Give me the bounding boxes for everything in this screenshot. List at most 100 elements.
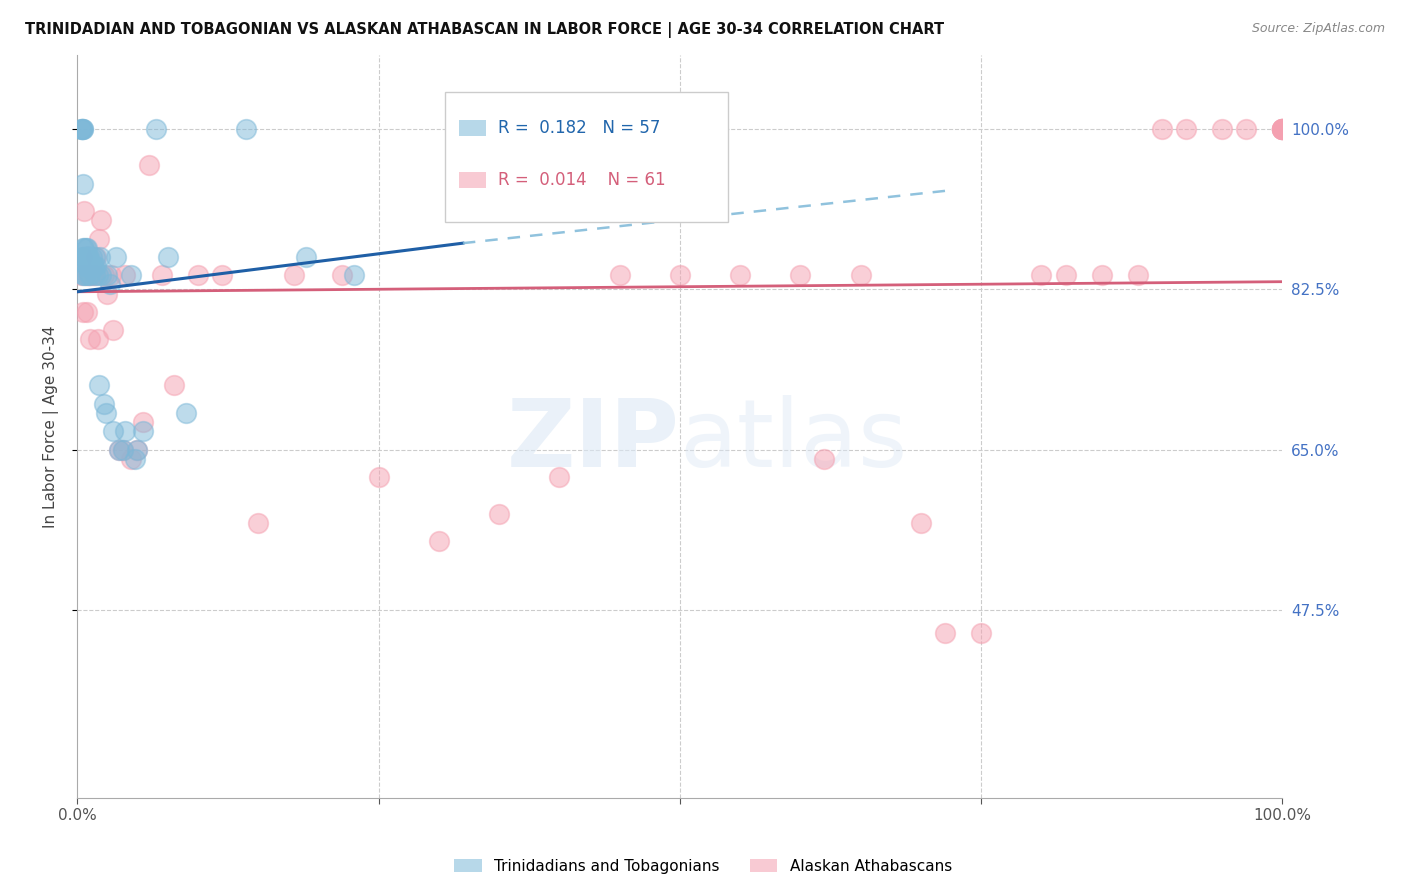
FancyBboxPatch shape	[460, 172, 486, 188]
Point	[96, 268, 118, 283]
Point	[104, 250, 127, 264]
Point	[77, 250, 100, 264]
Point	[103, 323, 125, 337]
Point	[174, 406, 197, 420]
Point	[98, 277, 121, 292]
Point	[669, 268, 692, 283]
Point	[728, 268, 751, 283]
Point	[114, 424, 136, 438]
Point	[548, 470, 571, 484]
Point	[1271, 121, 1294, 136]
Point	[70, 121, 93, 136]
Point	[73, 250, 96, 264]
Point	[73, 241, 96, 255]
Point	[295, 250, 318, 264]
Point	[86, 259, 108, 273]
Point	[76, 259, 98, 273]
Point	[76, 305, 98, 319]
Point	[132, 415, 155, 429]
FancyBboxPatch shape	[460, 120, 486, 136]
Point	[100, 268, 122, 283]
Point	[1271, 121, 1294, 136]
Point	[83, 259, 105, 273]
Point	[72, 177, 94, 191]
Point	[108, 442, 131, 457]
Point	[75, 241, 97, 255]
Text: TRINIDADIAN AND TOBAGONIAN VS ALASKAN ATHABASCAN IN LABOR FORCE | AGE 30-34 CORR: TRINIDADIAN AND TOBAGONIAN VS ALASKAN AT…	[25, 22, 945, 38]
Point	[77, 268, 100, 283]
Point	[87, 231, 110, 245]
Point	[86, 333, 108, 347]
Point	[87, 378, 110, 392]
Point	[211, 268, 233, 283]
Point	[73, 204, 96, 219]
Point	[669, 158, 692, 172]
Point	[108, 442, 131, 457]
Point	[77, 268, 100, 283]
Point	[970, 626, 993, 640]
Point	[72, 241, 94, 255]
Point	[82, 268, 104, 283]
Point	[79, 268, 101, 283]
Point	[70, 121, 93, 136]
Point	[90, 213, 112, 227]
Point	[79, 333, 101, 347]
Point	[367, 470, 389, 484]
Point	[69, 121, 91, 136]
Point	[1271, 121, 1294, 136]
Point	[75, 268, 97, 283]
Point	[162, 378, 184, 392]
Point	[283, 268, 305, 283]
Point	[69, 268, 91, 283]
Point	[94, 406, 117, 420]
Point	[1054, 268, 1077, 283]
Point	[77, 250, 100, 264]
Point	[1091, 268, 1114, 283]
Point	[488, 507, 510, 521]
Point	[77, 259, 100, 273]
Point	[1271, 121, 1294, 136]
Point	[82, 259, 104, 273]
Point	[127, 442, 149, 457]
Point	[849, 268, 872, 283]
Text: Source: ZipAtlas.com: Source: ZipAtlas.com	[1251, 22, 1385, 36]
Point	[1234, 121, 1257, 136]
Point	[96, 286, 118, 301]
Point	[1150, 121, 1173, 136]
Point	[72, 121, 94, 136]
Point	[70, 250, 93, 264]
Point	[80, 250, 103, 264]
Point	[1271, 121, 1294, 136]
Point	[84, 268, 107, 283]
Point	[86, 250, 108, 264]
Point	[1271, 121, 1294, 136]
Point	[89, 250, 111, 264]
Point	[330, 268, 353, 283]
Point	[150, 268, 173, 283]
Point	[138, 158, 160, 172]
Point	[343, 268, 366, 283]
Point	[789, 268, 811, 283]
Point	[246, 516, 269, 530]
Point	[77, 259, 100, 273]
Y-axis label: In Labor Force | Age 30-34: In Labor Force | Age 30-34	[44, 326, 59, 528]
Point	[77, 268, 100, 283]
Point	[124, 451, 146, 466]
Point	[103, 424, 125, 438]
Point	[120, 268, 142, 283]
Point	[84, 268, 107, 283]
Text: R =  0.014    N = 61: R = 0.014 N = 61	[498, 171, 665, 189]
Point	[1031, 268, 1053, 283]
Point	[72, 250, 94, 264]
Point	[76, 250, 98, 264]
Point	[114, 268, 136, 283]
Text: atlas: atlas	[681, 395, 908, 487]
Point	[145, 121, 167, 136]
Point	[72, 305, 94, 319]
Point	[910, 516, 932, 530]
Text: R =  0.182   N = 57: R = 0.182 N = 57	[498, 119, 661, 137]
Point	[1211, 121, 1233, 136]
Point	[93, 268, 115, 283]
Point	[934, 626, 956, 640]
Point	[813, 451, 835, 466]
